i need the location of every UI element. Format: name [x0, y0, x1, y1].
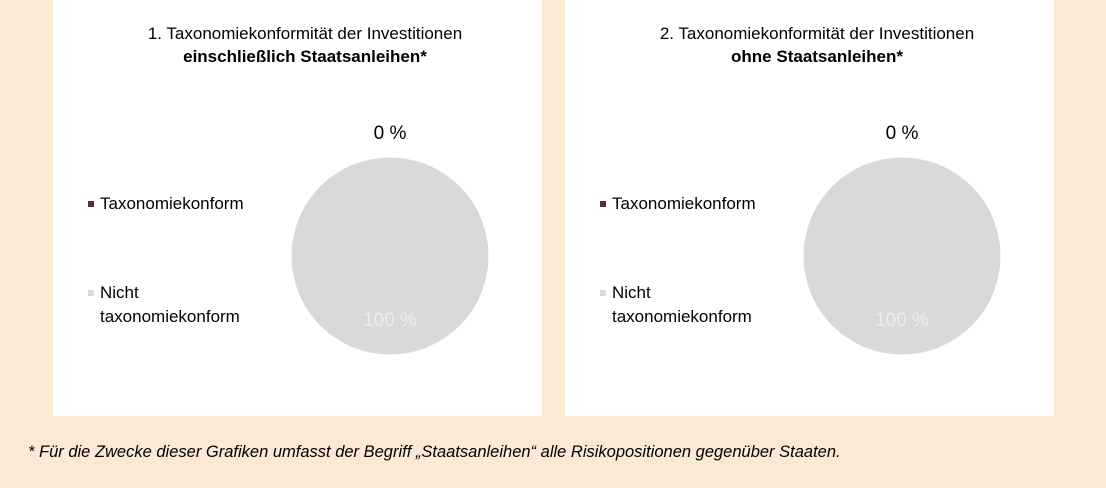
value-label: 0 %	[374, 123, 407, 144]
title-emphasis: ohne Staatsanleihen*	[731, 47, 903, 66]
value-label: 0 %	[886, 123, 919, 144]
legend-label: Taxonomiekonform	[612, 194, 756, 213]
title-text: 2. Taxonomiekonformität der Investitione…	[659, 24, 975, 43]
value-label: 100 %	[363, 310, 417, 331]
chart-panel: 0 % 100 % 2. Taxonomiekonformität der Inve…	[565, 0, 1054, 416]
chart-panel: 0 % 100 % 1. Taxonomiekonformität der Inve…	[53, 0, 542, 416]
legend-label: Nicht taxonomiekonform	[612, 283, 752, 326]
title-emphasis: einschließlich Staatsanleihen*	[183, 47, 427, 66]
value-label: 100 %	[875, 310, 929, 331]
legend-item: Nicht taxonomiekonform	[88, 281, 240, 329]
legend-swatch	[600, 201, 606, 207]
legend-swatch	[600, 290, 606, 296]
pie-chart: 0 % 100 %	[288, 123, 492, 358]
legend-item: Nicht taxonomiekonform	[600, 281, 752, 329]
pie-slice	[288, 154, 492, 358]
chart-title: 2. Taxonomiekonformität der Investitione…	[657, 22, 977, 68]
legend-swatch	[88, 201, 94, 207]
legend-swatch	[88, 290, 94, 296]
legend-item: Taxonomiekonform	[88, 192, 244, 216]
title-text: 1. Taxonomiekonformität der Investitione…	[147, 24, 463, 43]
legend-label: Nicht taxonomiekonform	[100, 283, 240, 326]
footnote: * Für die Zwecke dieser Grafiken umfasst…	[28, 443, 841, 461]
pie-chart: 0 % 100 %	[800, 123, 1004, 358]
legend-label: Taxonomiekonform	[100, 194, 244, 213]
pie-slice	[800, 154, 1004, 358]
legend-item: Taxonomiekonform	[600, 192, 756, 216]
chart-title: 1. Taxonomiekonformität der Investitione…	[145, 22, 465, 68]
